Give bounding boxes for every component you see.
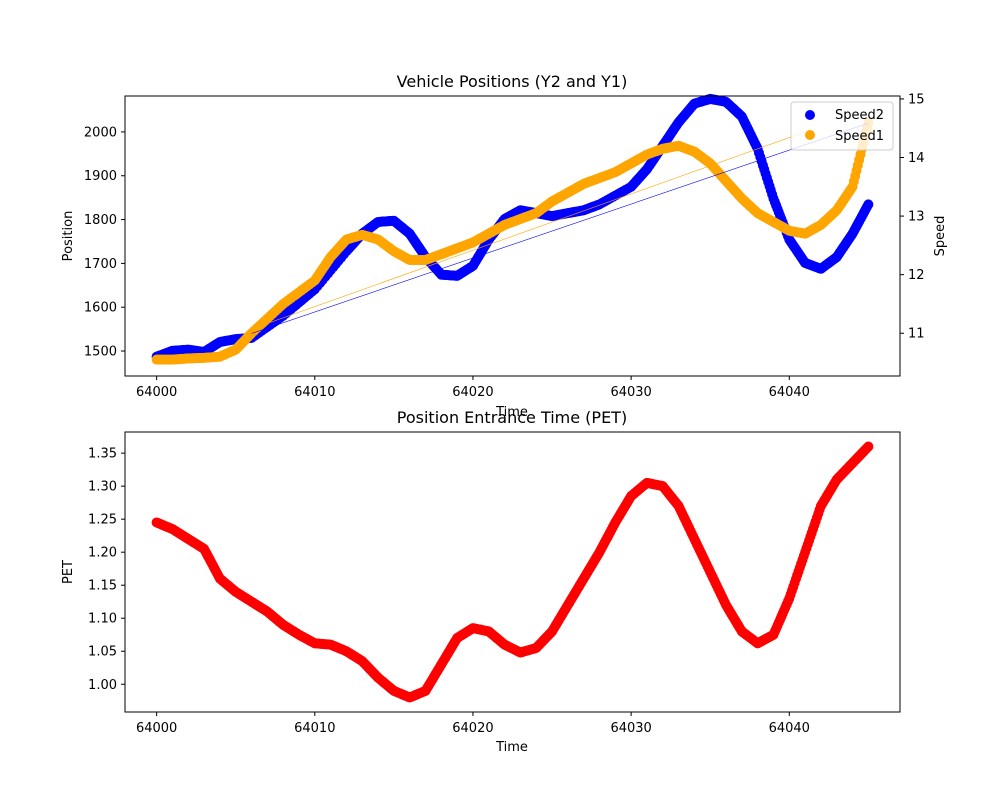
speed1-series — [151, 117, 874, 365]
y-tick-label: 1.15 — [88, 579, 117, 594]
y-right-tick-label: 13 — [908, 210, 925, 225]
plot-area — [151, 93, 874, 365]
pet-axes: Position Entrance Time (PET) 64000 64010 6… — [61, 408, 901, 755]
y-axis-right-label: Speed — [933, 216, 948, 257]
y-tick-label: 1.05 — [88, 645, 117, 660]
x-tick-label: 64020 — [452, 385, 493, 400]
y-tick-label: 1.10 — [88, 612, 117, 627]
x-tick-label: 64000 — [136, 385, 177, 400]
legend-marker-speed2 — [805, 110, 815, 120]
x-tick-label: 64010 — [294, 721, 335, 736]
tick-marks: 64000 64010 64020 64030 64040 1.00 1.05 1.10 1.1… — [88, 447, 810, 736]
chart-title: Vehicle Positions (Y2 and Y1) — [397, 72, 628, 91]
y-tick-label: 1.20 — [88, 546, 117, 561]
legend-box — [790, 101, 894, 151]
y-right-tick-label: 12 — [908, 268, 925, 283]
x-tick-label: 64020 — [452, 721, 493, 736]
axes-frame — [124, 95, 901, 377]
y-tick-label: 1.00 — [88, 678, 117, 693]
axes-frame — [124, 431, 901, 713]
y-tick-label: 1700 — [84, 257, 117, 272]
y-tick-label: 1.30 — [88, 480, 117, 495]
legend-marker-speed1 — [805, 130, 815, 140]
trend-line — [251, 122, 869, 334]
data-point — [863, 441, 874, 452]
y-right-tick-label: 14 — [908, 151, 925, 166]
x-tick-label: 64010 — [294, 385, 335, 400]
legend-label-speed1: Speed1 — [835, 129, 884, 144]
legend: Speed2 Speed1 — [790, 101, 894, 151]
y-tick-label: 2000 — [84, 125, 117, 140]
y-tick-label: 1500 — [84, 345, 117, 360]
x-tick-label: 64040 — [769, 385, 810, 400]
pet-series — [151, 441, 874, 703]
x-tick-label: 64030 — [610, 721, 651, 736]
tick-marks: 64000 64010 64020 64030 64040 1500 1600 1700 180… — [84, 92, 925, 400]
y-tick-label: 1.25 — [88, 513, 117, 528]
x-tick-label: 64030 — [610, 385, 651, 400]
y-tick-label: 1.35 — [88, 447, 117, 462]
x-axis-label: Time — [495, 740, 528, 755]
chart-title: Position Entrance Time (PET) — [397, 408, 627, 427]
data-point — [863, 199, 874, 210]
vehicle-positions-axes: Vehicle Positions (Y2 and Y1) 64000 64010… — [61, 72, 948, 420]
y-right-tick-label: 11 — [908, 327, 925, 342]
y-tick-label: 1800 — [84, 213, 117, 228]
y-right-tick-label: 15 — [908, 92, 925, 107]
x-axis-label: Time — [495, 405, 528, 420]
plot-area — [151, 441, 874, 703]
legend-label-speed2: Speed2 — [835, 108, 884, 123]
x-tick-label: 64000 — [136, 721, 177, 736]
y-axis-label: Position — [61, 211, 76, 262]
y-axis-label: PET — [61, 560, 76, 584]
y-tick-label: 1600 — [84, 301, 117, 316]
trend-line — [251, 131, 806, 330]
y-tick-label: 1900 — [84, 169, 117, 184]
x-tick-label: 64040 — [769, 721, 810, 736]
